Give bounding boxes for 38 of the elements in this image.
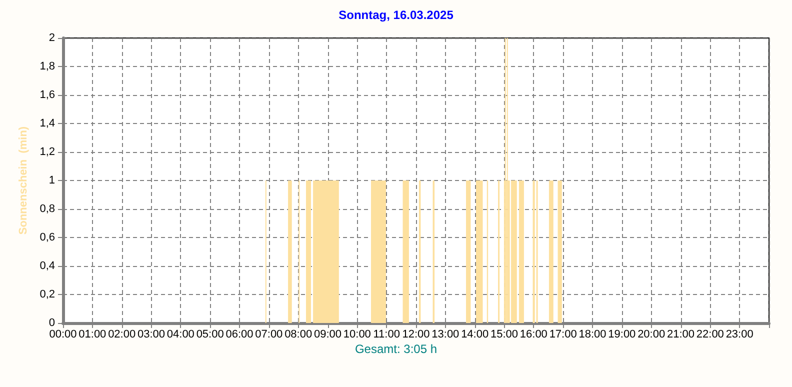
x-tick-label: 21:00 — [666, 328, 695, 340]
y-tick-label: 1,4 — [40, 118, 55, 130]
y-tick-label: 0,8 — [40, 203, 55, 215]
x-tick-label: 08:00 — [284, 328, 312, 340]
x-tick-label: 00:00 — [49, 328, 77, 340]
x-tick-label: 14:00 — [461, 328, 489, 340]
x-tick-label: 07:00 — [255, 328, 283, 340]
y-tick-label: 1 — [48, 174, 55, 186]
x-tick-label: 06:00 — [226, 328, 254, 340]
x-tick-label: 15:00 — [490, 328, 518, 340]
y-tick-label: 1,8 — [40, 60, 55, 72]
y-axis-title: Sonnenschein (min) — [17, 126, 30, 235]
x-tick-label: 04:00 — [166, 328, 194, 340]
x-tick-label: 11:00 — [373, 328, 400, 340]
text: Gesamt: 3:05 h — [354, 342, 438, 356]
x-tick-label: 05:00 — [196, 328, 224, 340]
x-tick-label: 17:00 — [549, 328, 577, 340]
y-tick-label: 1,2 — [40, 146, 55, 158]
x-tick-label: 13:00 — [432, 328, 460, 340]
y-tick-label: 0 — [48, 317, 55, 329]
x-tick-label: 01:00 — [78, 328, 106, 340]
x-tick-label: 09:00 — [314, 328, 342, 340]
y-tick-label: 0,4 — [40, 260, 55, 272]
x-tick-label: 23:00 — [726, 328, 754, 340]
y-tick-label: 0,6 — [40, 232, 55, 244]
y-tick-label: 1,6 — [40, 89, 55, 101]
y-tick-label: 2 — [48, 32, 55, 44]
x-tick-label: 20:00 — [638, 328, 666, 340]
x-tick-label: 19:00 — [608, 328, 636, 340]
x-tick-label: 02:00 — [108, 328, 136, 340]
x-tick-label: 10:00 — [343, 328, 371, 340]
x-tick-label: 03:00 — [137, 328, 166, 340]
x-tick-label: 18:00 — [578, 328, 606, 340]
chart-title: Sonntag, 16.03.2025 — [338, 8, 454, 22]
x-tick-label: 22:00 — [696, 328, 724, 340]
x-tick-label: 12:00 — [402, 328, 430, 340]
y-tick-label: 0,2 — [40, 288, 55, 300]
x-tick-label: 16:00 — [520, 328, 548, 340]
